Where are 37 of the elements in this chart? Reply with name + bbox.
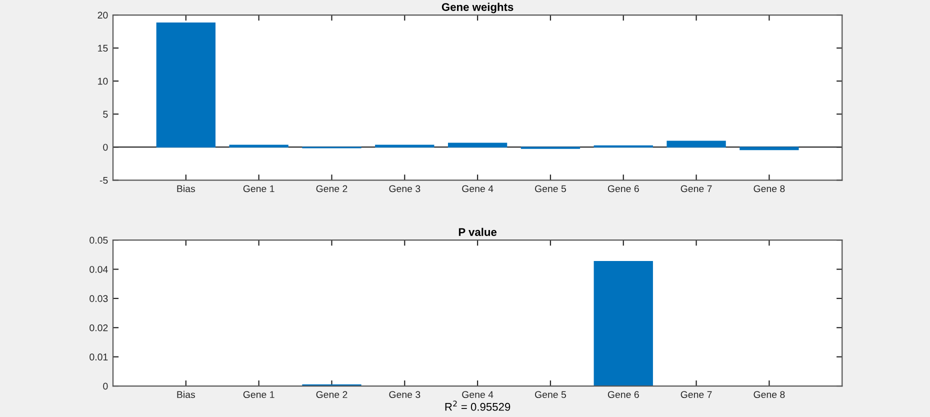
y-tick-label: 0 [103,382,108,390]
x-tick-label: Bias [177,185,196,192]
x-axis-title: R$^{2}$ = 0.95529 [445,400,510,411]
y-tick-label: 0.04 [90,266,108,273]
y-tick-label: -5 [100,176,108,184]
y-tick-label: 0.03 [90,295,108,302]
y-tick-label: 15 [98,44,108,52]
x-tick-label: Gene 3 [389,185,420,192]
y-tick-label: 0.01 [90,354,108,360]
x-tick-label: Gene 8 [754,391,785,398]
x-tick-label: Gene 4 [462,185,494,192]
y-tick-label: 0.02 [90,324,108,332]
chart-title: P value [458,228,497,236]
x-tick-label: Gene 8 [754,185,785,192]
x-tick-label: Gene 3 [389,391,420,398]
y-tick-label: 5 [103,110,108,118]
x-tick-label: Gene 2 [316,391,348,398]
x-tick-label: Gene 6 [608,391,639,398]
bar [666,140,726,148]
y-tick-label: 0.05 [90,236,108,244]
chart-title: Gene weights [442,2,514,14]
x-tick-label: Gene 5 [535,185,566,192]
x-tick-label: Gene 1 [243,391,274,398]
x-tick-label: Gene 7 [680,391,712,398]
x-tick-label: Gene 5 [535,391,566,398]
bar [448,142,508,148]
y-tick-label: 20 [98,12,108,19]
x-tick-label: Gene 6 [608,185,639,192]
x-tick-label: Gene 4 [462,391,494,398]
x-tick-label: Gene 2 [316,185,348,192]
y-tick-label: 0 [103,144,108,151]
bar [740,146,799,150]
x-tick-label: Gene 7 [680,185,712,192]
y-tick-label: 10 [98,78,108,85]
bar [156,22,216,148]
x-tick-label: Gene 1 [243,185,274,192]
x-tick-label: Bias [177,390,196,398]
